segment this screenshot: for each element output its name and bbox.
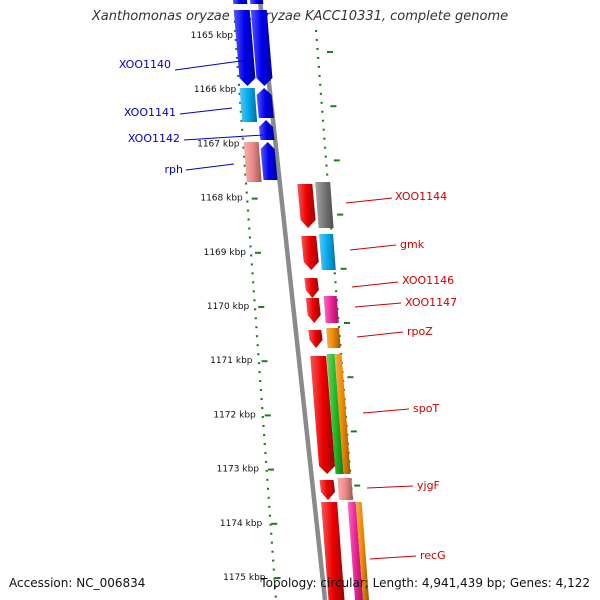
label-recg-leader bbox=[369, 555, 417, 560]
tick-label: 1172 kbp bbox=[213, 410, 256, 420]
label-xoo1140-leader bbox=[174, 59, 249, 71]
tick-label: 1173 kbp bbox=[217, 465, 260, 475]
tick-label: 1174 kbp bbox=[220, 519, 263, 529]
label-xoo1147-leader bbox=[354, 302, 402, 308]
gene-xoo1147-cog bbox=[305, 298, 321, 323]
gene-top-outer bbox=[233, 0, 248, 4]
gene-xoo1141-inner bbox=[256, 88, 274, 118]
gene-recg-cog bbox=[321, 502, 345, 600]
label-recg: recG bbox=[420, 549, 446, 562]
label-spot-leader bbox=[362, 408, 410, 414]
gene-top-inner bbox=[250, 0, 264, 4]
gene-xoo1140-inner bbox=[250, 10, 273, 86]
tick-label: 1175 kbp bbox=[223, 573, 266, 583]
label-yjgf-leader bbox=[366, 485, 414, 489]
label-rpoz-leader bbox=[356, 331, 404, 338]
label-xoo1144: XOO1144 bbox=[395, 190, 447, 203]
gene-recg-orange bbox=[355, 502, 369, 600]
label-xoo1142-leader bbox=[183, 134, 264, 141]
label-xoo1147: XOO1147 bbox=[405, 296, 457, 309]
tick-label: 1171 kbp bbox=[210, 356, 253, 366]
accession-label: Accession: NC_006834 bbox=[9, 576, 146, 590]
gene-rph bbox=[243, 142, 262, 182]
label-gmk-leader bbox=[349, 244, 397, 251]
label-rph: rph bbox=[165, 163, 184, 176]
gene-xoo1144 bbox=[315, 182, 334, 228]
tick-label: 1165 kbp bbox=[191, 31, 234, 41]
label-gmk: gmk bbox=[400, 238, 425, 251]
gene-rpoz-cog bbox=[308, 330, 323, 348]
label-xoo1141: XOO1141 bbox=[124, 106, 176, 119]
label-rph-leader bbox=[185, 163, 235, 171]
gene-rph-inner bbox=[260, 142, 278, 180]
gene-xoo1141 bbox=[239, 88, 258, 122]
label-rpoz: rpoZ bbox=[407, 325, 433, 338]
gene-xoo1147 bbox=[323, 296, 339, 323]
tick-label: 1170 kbp bbox=[207, 302, 250, 312]
tick-label: 1166 kbp bbox=[194, 85, 237, 95]
gene-gmk bbox=[319, 234, 336, 270]
label-xoo1140: XOO1140 bbox=[119, 58, 171, 71]
label-xoo1144-leader bbox=[345, 197, 393, 204]
gene-spot bbox=[326, 354, 344, 474]
gene-recg bbox=[347, 502, 363, 600]
label-xoo1146: XOO1146 bbox=[402, 274, 454, 287]
label-xoo1141-leader bbox=[179, 107, 233, 115]
tick-label: 1169 kbp bbox=[204, 248, 247, 258]
gene-yjgf-cog bbox=[319, 480, 335, 500]
gene-xoo1140 bbox=[233, 10, 256, 86]
label-spot: spoT bbox=[413, 402, 439, 415]
label-xoo1142: XOO1142 bbox=[128, 132, 180, 145]
gene-spot-cog bbox=[310, 356, 336, 474]
tick-label: 1168 kbp bbox=[200, 194, 243, 204]
gene-yjgf bbox=[337, 478, 353, 500]
backbone-line bbox=[257, 0, 328, 600]
gene-xoo1144-cog bbox=[297, 184, 316, 228]
gene-rpoz bbox=[326, 328, 341, 348]
label-xoo1146-leader bbox=[351, 281, 399, 288]
tick-label: 1167 kbp bbox=[197, 139, 240, 149]
topology-label: Topology: circular; Length: 4,941,439 bp… bbox=[260, 576, 590, 590]
gene-gmk-cog bbox=[301, 236, 319, 270]
label-yjgf: yjgF bbox=[417, 479, 440, 492]
gene-xoo1146 bbox=[304, 278, 319, 298]
gene-spot-orange bbox=[334, 354, 351, 474]
map-title: Xanthomonas oryzae pv. oryzae KACC10331,… bbox=[91, 9, 509, 24]
